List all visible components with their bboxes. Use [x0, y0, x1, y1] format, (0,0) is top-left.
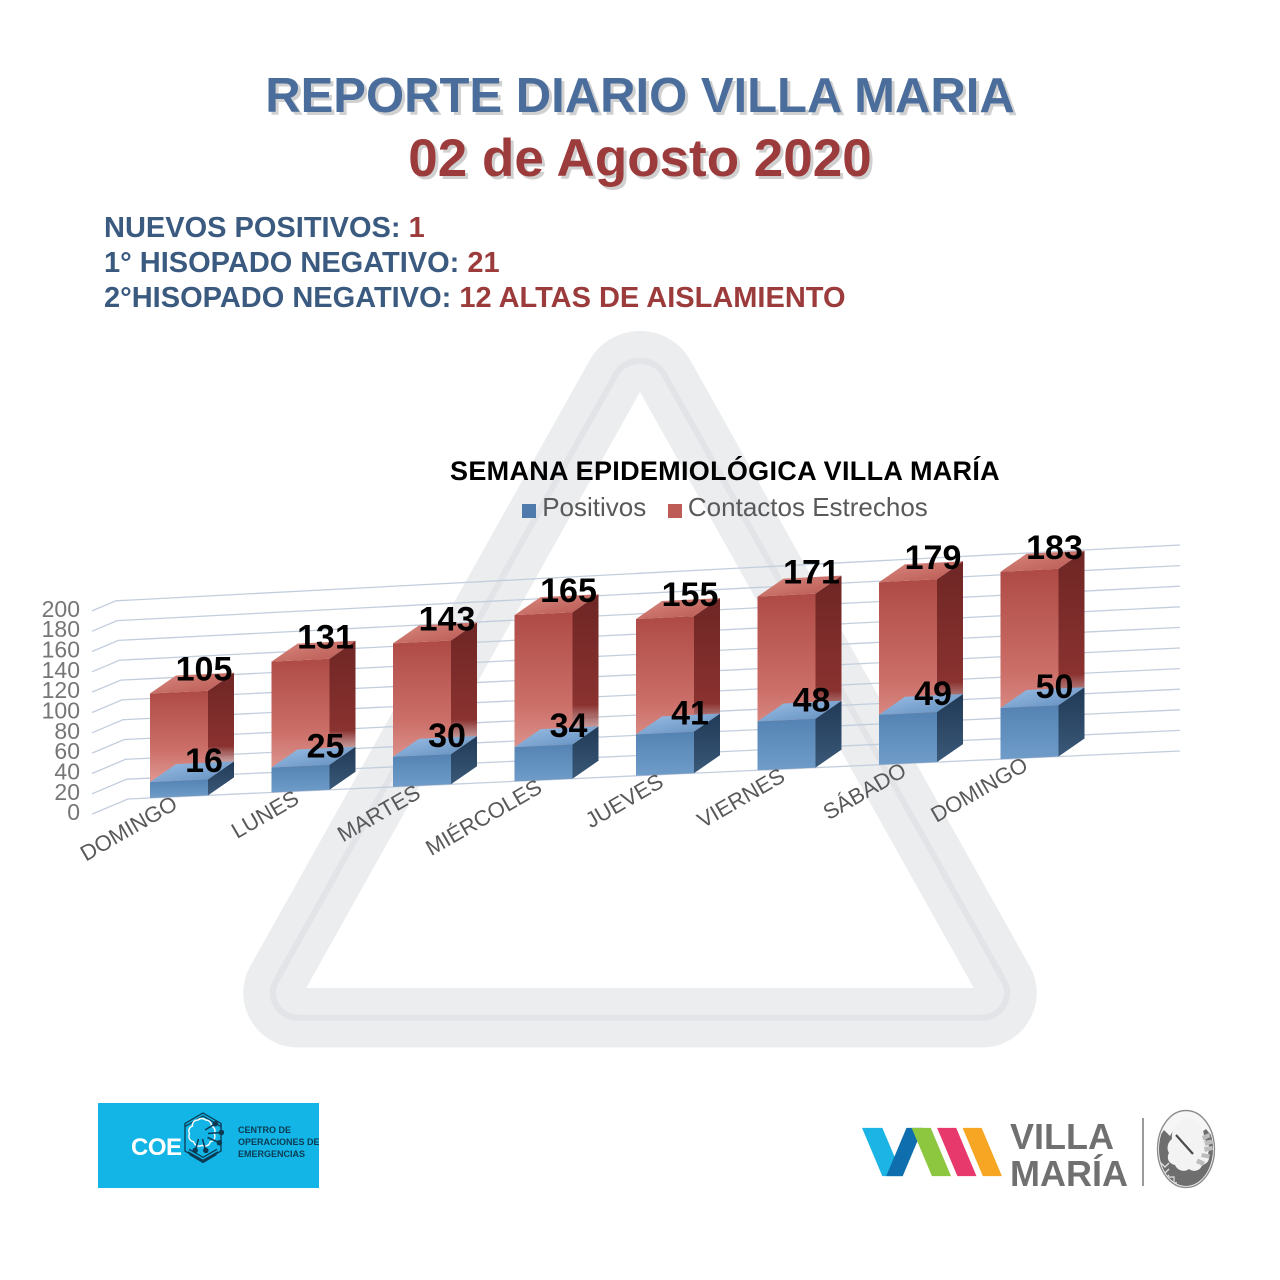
svg-text:155: 155 — [662, 576, 719, 614]
svg-text:49: 49 — [914, 675, 952, 713]
svg-text:143: 143 — [419, 600, 476, 638]
svg-text:105: 105 — [176, 651, 233, 689]
svg-text:30: 30 — [428, 717, 466, 755]
svg-text:34: 34 — [550, 707, 588, 745]
svg-text:DOMINGO: DOMINGO — [926, 752, 1032, 827]
svg-text:183: 183 — [1026, 529, 1083, 567]
svg-text:MARTES: MARTES — [333, 780, 425, 847]
svg-text:25: 25 — [307, 728, 345, 766]
svg-text:171: 171 — [783, 554, 840, 592]
svg-text:16: 16 — [185, 742, 223, 780]
svg-text:131: 131 — [297, 619, 354, 657]
svg-text:VIERNES: VIERNES — [693, 763, 789, 833]
svg-text:165: 165 — [540, 572, 597, 610]
svg-text:48: 48 — [793, 682, 831, 720]
svg-text:41: 41 — [671, 694, 709, 732]
svg-text:DOMINGO: DOMINGO — [76, 791, 182, 866]
svg-text:200: 200 — [42, 596, 80, 622]
svg-text:179: 179 — [905, 539, 962, 577]
svg-text:50: 50 — [1036, 668, 1074, 706]
svg-text:MIÉRCOLES: MIÉRCOLES — [421, 774, 546, 860]
